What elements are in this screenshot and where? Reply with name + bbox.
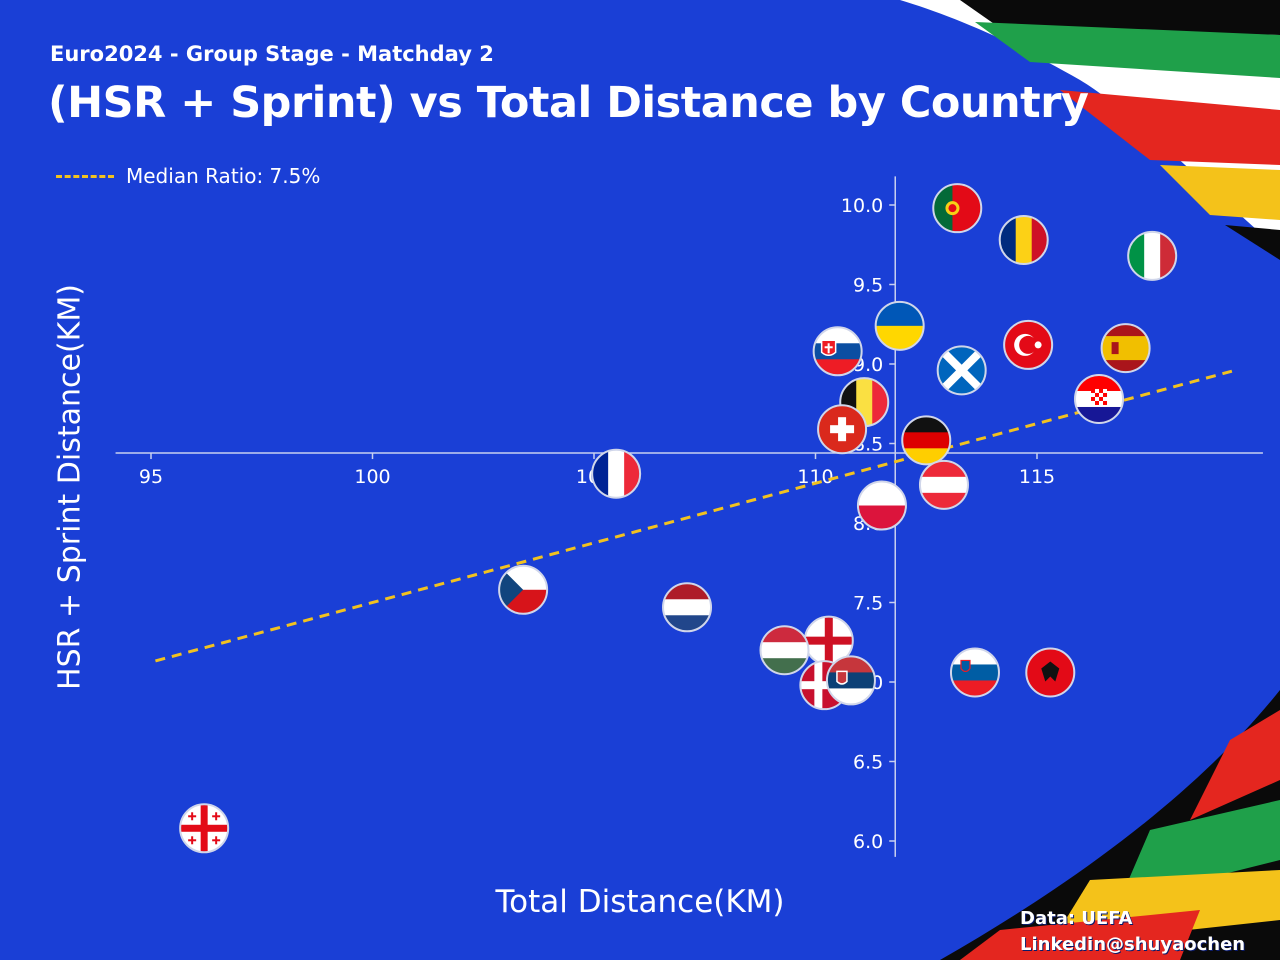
- legend-median-label: Median Ratio: 7.5%: [126, 164, 321, 188]
- y-axis-label: HSR + Sprint Distance(KM): [52, 284, 88, 690]
- y-tick-label: 10.0: [841, 195, 883, 217]
- data-source: Data: UEFA: [1020, 908, 1133, 929]
- y-tick-label: 9.5: [853, 275, 883, 297]
- credits: Data: UEFA Linkedin@shuyaochen: [1020, 906, 1245, 958]
- point-england-flag-icon: [803, 615, 854, 666]
- point-slovenia-flag-icon: [949, 647, 1000, 698]
- y-tick-label: 6.0: [853, 831, 883, 853]
- point-georgia-flag-icon: [179, 803, 230, 854]
- point-poland-flag-icon: [856, 480, 907, 531]
- data-points: [179, 183, 1178, 854]
- x-axis-label: Total Distance(KM): [495, 884, 785, 920]
- point-croatia-flag-icon: [1074, 373, 1125, 424]
- point-austria-flag-icon: [918, 459, 969, 510]
- y-tick-label: 7.5: [853, 593, 883, 615]
- point-slovakia-flag-icon: [812, 326, 863, 377]
- x-tick-label: 110: [797, 466, 833, 488]
- point-serbia-flag-icon: [825, 655, 876, 706]
- x-tick-label: 115: [1019, 466, 1055, 488]
- point-turkey-flag-icon: [1003, 319, 1054, 370]
- point-scotland-flag-icon: [936, 345, 987, 396]
- point-czechia-flag-icon: [498, 564, 549, 615]
- point-portugal-flag-icon: [932, 183, 983, 234]
- point-switzerland-flag-icon: [817, 404, 868, 455]
- x-tick-label: 95: [139, 466, 163, 488]
- chart-subtitle: Euro2024 - Group Stage - Matchday 2: [50, 42, 494, 66]
- decorative-pattern: [900, 0, 1280, 960]
- point-hungary-flag-icon: [759, 625, 810, 676]
- chart-title: (HSR + Sprint) vs Total Distance by Coun…: [48, 78, 1089, 128]
- point-albania-flag-icon: [1025, 647, 1076, 698]
- author-credit: Linkedin@shuyaochen: [1020, 934, 1246, 955]
- y-tick-label: 6.5: [853, 752, 883, 774]
- point-ukraine-flag-icon: [874, 300, 925, 351]
- x-tick-label: 100: [354, 466, 390, 488]
- point-france-flag-icon: [591, 448, 642, 499]
- point-italy-flag-icon: [1127, 230, 1178, 281]
- point-germany-flag-icon: [901, 415, 952, 466]
- legend: Median Ratio: 7.5%: [56, 164, 320, 188]
- legend-median-line-swatch: [56, 174, 114, 178]
- point-netherlands-flag-icon: [662, 582, 713, 633]
- point-spain-flag-icon: [1100, 323, 1151, 374]
- point-romania-flag-icon: [998, 214, 1049, 265]
